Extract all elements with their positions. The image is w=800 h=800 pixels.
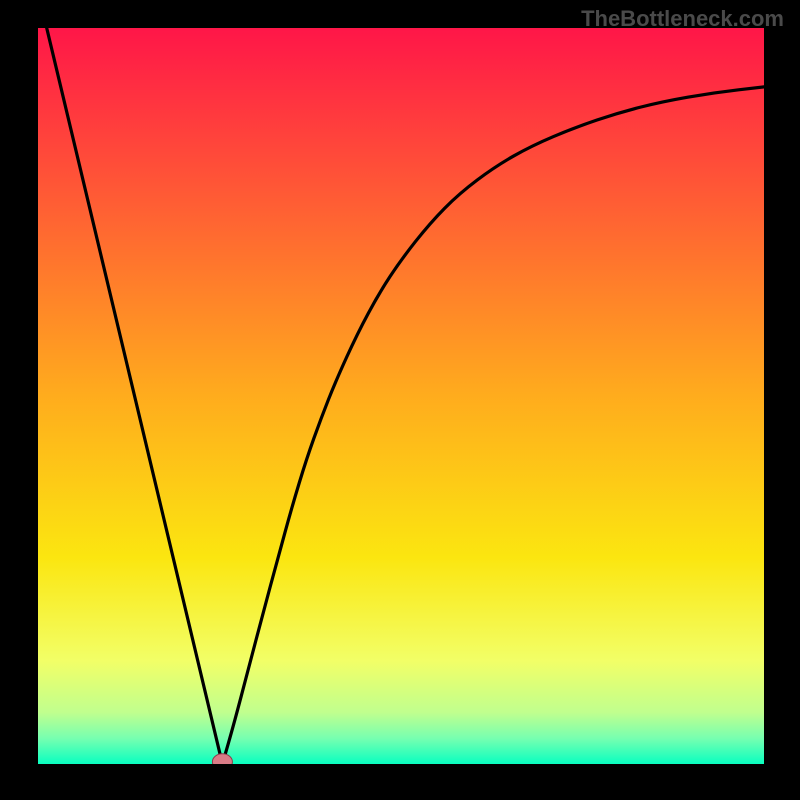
gradient-background — [38, 28, 764, 764]
watermark-text: TheBottleneck.com — [581, 6, 784, 32]
plot-svg — [38, 28, 764, 764]
plot-area — [38, 28, 764, 764]
chart-container: TheBottleneck.com — [0, 0, 800, 800]
